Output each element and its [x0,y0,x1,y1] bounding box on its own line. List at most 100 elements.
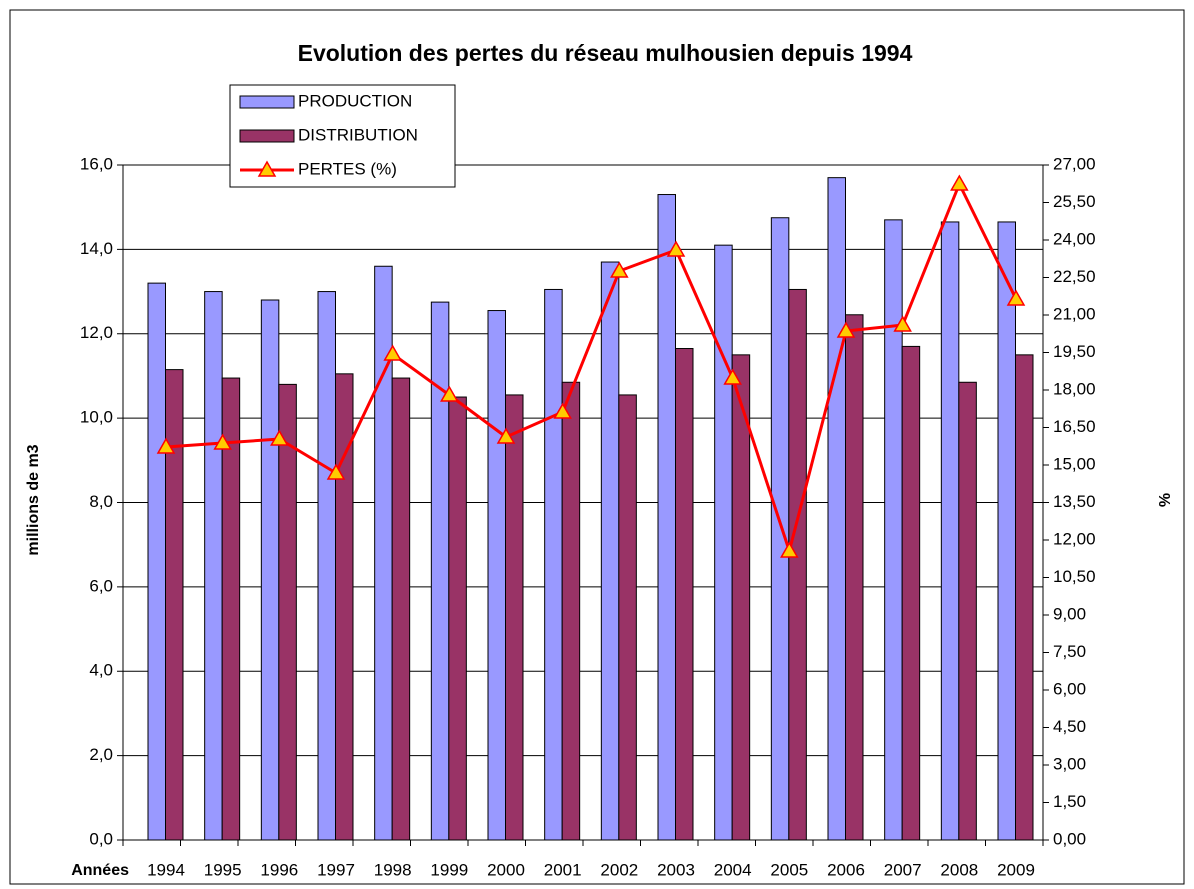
x-tick-label: 1997 [317,860,355,879]
bar [901,345,921,841]
y2-tick-label: 27,00 [1053,154,1096,173]
line-marker [610,261,629,278]
y2-tick-label: 15,00 [1053,454,1096,473]
y-tick-label: 2,0 [89,745,113,764]
line-marker [213,433,232,450]
x-tick-label: 2002 [600,860,638,879]
x-tick-label: 1995 [204,860,242,879]
y2-tick-label: 24,00 [1053,229,1096,248]
line-marker [270,429,289,446]
y-tick-label: 10,0 [80,408,113,427]
bar [505,394,524,841]
y2-tick-label: 0,00 [1053,829,1086,848]
bar [675,348,694,841]
bar [845,314,864,841]
bar [335,373,354,841]
y2-tick-label: 18,00 [1053,379,1096,398]
line-marker [1006,289,1026,306]
bar [391,377,411,841]
y2-tick-label: 9,00 [1053,604,1086,623]
y-tick-label: 16,0 [80,154,113,173]
y-tick-label: 6,0 [89,576,113,595]
y2-tick-label: 19,50 [1053,342,1096,361]
bar [448,396,467,841]
bar [544,288,563,841]
legend-label: PERTES (%) [298,159,397,178]
y-axis-label: millions de m3 [25,444,42,555]
y2-tick-label: 12,00 [1053,529,1096,548]
y2-tick-label: 21,00 [1053,304,1096,323]
x-tick-label: 1998 [374,860,412,879]
x-tick-label: 1994 [147,860,185,879]
bar [884,219,903,841]
bar [770,217,790,841]
x-tick-label: 2005 [770,860,808,879]
legend-label: PRODUCTION [298,91,412,110]
x-tick-label: 2001 [544,860,582,879]
x-tick-label: 2008 [940,860,978,879]
x-tick-label: 2003 [657,860,695,879]
bar [221,377,241,841]
line-marker [156,437,176,454]
bar [618,394,637,841]
chart-title: Evolution des pertes du réseau mulhousie… [298,40,913,66]
bar [714,244,733,841]
line-marker [836,321,856,338]
line-marker [723,368,742,385]
bar [487,310,506,841]
bar [940,221,960,841]
legend-swatch [239,129,295,143]
x-tick-label: 2004 [714,860,752,879]
x-tick-label: 2009 [997,860,1035,879]
line-marker [553,402,572,419]
y2-tick-label: 7,50 [1053,642,1086,661]
y2-tick-label: 22,50 [1053,267,1096,286]
y2-tick-label: 3,00 [1053,754,1086,773]
x-tick-label: 2007 [884,860,922,879]
line-marker [893,315,912,332]
bar [600,261,620,841]
legend-marker [257,160,277,177]
bar [317,291,336,841]
x-tick-label: 2000 [487,860,525,879]
line-marker [666,240,686,257]
y2-tick-label: 1,50 [1053,792,1086,811]
line-marker [440,385,459,402]
bar [165,369,184,841]
y2-tick-label: 4,50 [1053,717,1086,736]
legend-swatch [239,95,295,109]
bar [561,381,581,841]
bar [204,291,223,841]
bar [958,381,977,841]
y-tick-label: 14,0 [80,239,113,258]
y-tick-label: 12,0 [80,323,113,342]
bar [731,354,751,841]
y2-tick-label: 10,50 [1053,567,1096,586]
bar [788,288,807,841]
line-marker [326,463,346,480]
y2-tick-label: 13,50 [1053,492,1096,511]
y-tick-label: 4,0 [89,661,113,680]
legend-label: DISTRIBUTION [298,125,418,144]
line-marker [780,541,799,558]
line-marker [950,174,969,191]
x-axis-label: Années [71,862,129,879]
bar [147,282,166,841]
y-tick-label: 8,0 [89,492,113,511]
y2-tick-label: 25,50 [1053,192,1096,211]
x-tick-label: 1999 [430,860,468,879]
y2-tick-label: 16,50 [1053,417,1096,436]
bar [260,299,280,841]
y2-tick-label: 6,00 [1053,679,1086,698]
bar [997,221,1016,841]
x-tick-label: 2006 [827,860,865,879]
line-marker [383,344,402,361]
line-marker [496,427,516,444]
bar [657,194,676,841]
bar [278,383,297,841]
y2-axis-label: % [1157,493,1174,507]
bar [1015,354,1034,841]
x-tick-label: 1996 [260,860,298,879]
y-tick-label: 0,0 [89,829,113,848]
